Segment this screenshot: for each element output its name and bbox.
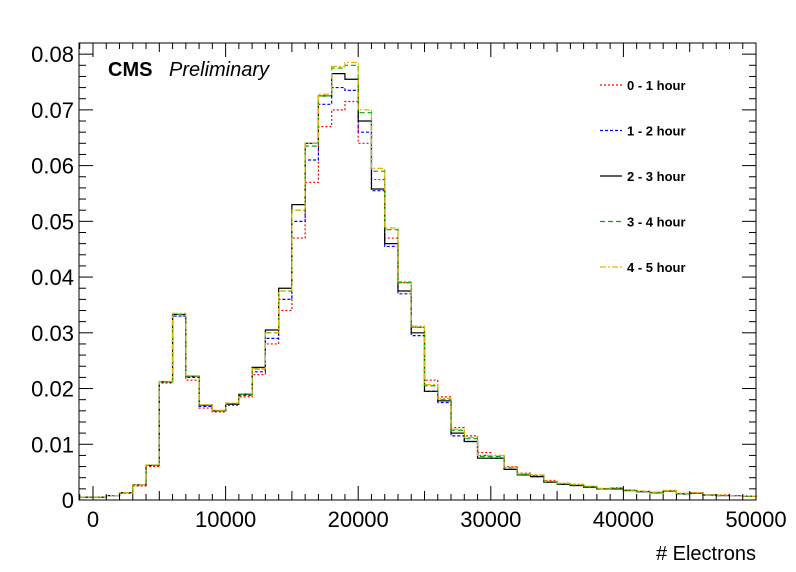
plot-frame [78, 42, 757, 501]
preliminary-text: Preliminary [169, 59, 270, 81]
x-tick-label: 40000 [593, 507, 654, 532]
y-tick-label: 0.02 [31, 377, 74, 402]
series-line-2 [79, 86, 757, 498]
y-tick-label: 0.01 [31, 432, 74, 457]
x-axis-title: # Electrons [656, 543, 756, 565]
cms-text: CMS [108, 59, 152, 81]
legend: 0 - 1 hour 1 - 2 hour 2 - 3 hour 3 - 4 hour… [600, 78, 686, 275]
y-tick-label: 0.08 [31, 42, 74, 67]
legend-label: 4 - 5 hour [627, 260, 686, 275]
x-tick-label: 20000 [328, 507, 389, 532]
legend-label: 2 - 3 hour [627, 169, 686, 184]
series-layer [79, 61, 757, 498]
tick-labels-layer: 0 10000 20000 30000 40000 50000 0 0.01 0.02 0.03 0… [31, 42, 786, 532]
y-tick-label: 0.04 [31, 265, 74, 290]
ticks-layer [79, 43, 757, 501]
legend-label: 1 - 2 hour [627, 124, 686, 139]
y-tick-label: 0.06 [31, 154, 74, 179]
series-line-5 [79, 61, 757, 498]
x-tick-label: 50000 [725, 507, 786, 532]
y-tick-label: 0.03 [31, 321, 74, 346]
x-tick-label: 30000 [460, 507, 521, 532]
y-tick-label: 0 [62, 488, 74, 513]
cms-label: CMS Preliminary [108, 59, 270, 81]
x-tick-label: 0 [87, 507, 99, 532]
y-tick-label: 0.05 [31, 209, 74, 234]
x-tick-label: 10000 [195, 507, 256, 532]
legend-label: 0 - 1 hour [627, 78, 686, 93]
series-line-1 [79, 100, 757, 498]
legend-label: 3 - 4 hour [627, 215, 686, 230]
y-tick-label: 0.07 [31, 98, 74, 123]
